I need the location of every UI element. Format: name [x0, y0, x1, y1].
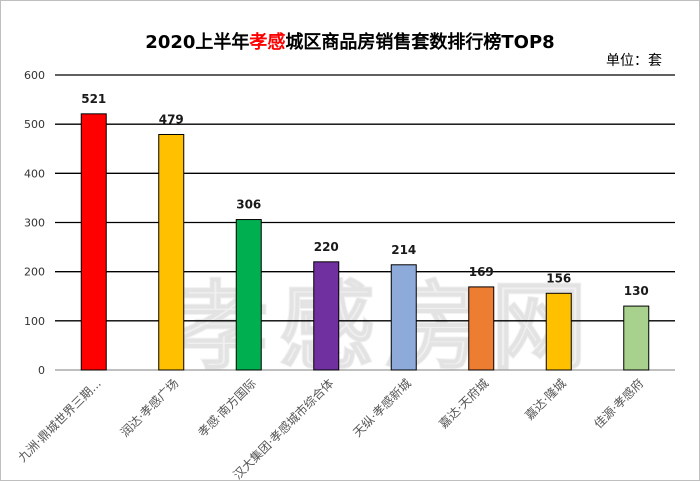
bar — [313, 261, 340, 371]
data-label: 521 — [81, 92, 106, 106]
x-tick-label: 润达·孝感广场 — [117, 376, 181, 440]
data-label: 479 — [159, 112, 184, 126]
bar — [80, 113, 107, 371]
data-label: 130 — [624, 284, 649, 298]
title-prefix: 2020上半年 — [145, 32, 250, 53]
bar — [623, 305, 650, 371]
data-label: 306 — [236, 198, 261, 212]
bar — [468, 286, 495, 371]
data-label: 214 — [391, 243, 416, 257]
chart-title: 2020上半年孝感城区商品房销售套数排行榜TOP8 — [0, 28, 700, 54]
x-tick-label: 嘉达·天府城 — [436, 376, 492, 432]
y-tick-label: 100 — [24, 315, 45, 328]
bar — [235, 219, 262, 371]
x-tick-label: 孝感·南方国际 — [195, 376, 259, 440]
y-tick-label: 200 — [24, 266, 45, 279]
bar — [545, 292, 572, 371]
y-tick-label: 0 — [38, 364, 45, 377]
y-tick-label: 300 — [24, 217, 45, 230]
x-tick-label: 天纵·孝感新城 — [350, 376, 414, 440]
y-tick-label: 600 — [24, 69, 45, 82]
bar — [158, 133, 185, 371]
data-label: 156 — [546, 271, 571, 285]
unit-label: 单位：套 — [606, 53, 662, 69]
title-suffix: 城区商品房销售套数排行榜TOP8 — [285, 32, 555, 53]
y-tick-label: 400 — [24, 167, 45, 180]
data-label: 169 — [469, 265, 494, 279]
bar — [390, 264, 417, 371]
data-label: 220 — [314, 240, 339, 254]
title-highlight: 孝感 — [249, 32, 286, 53]
x-tick-label: 九洲·鼎城世界三期... — [15, 376, 104, 465]
x-tick-label: 佳源·孝感府 — [591, 376, 647, 432]
y-tick-label: 500 — [24, 118, 45, 131]
